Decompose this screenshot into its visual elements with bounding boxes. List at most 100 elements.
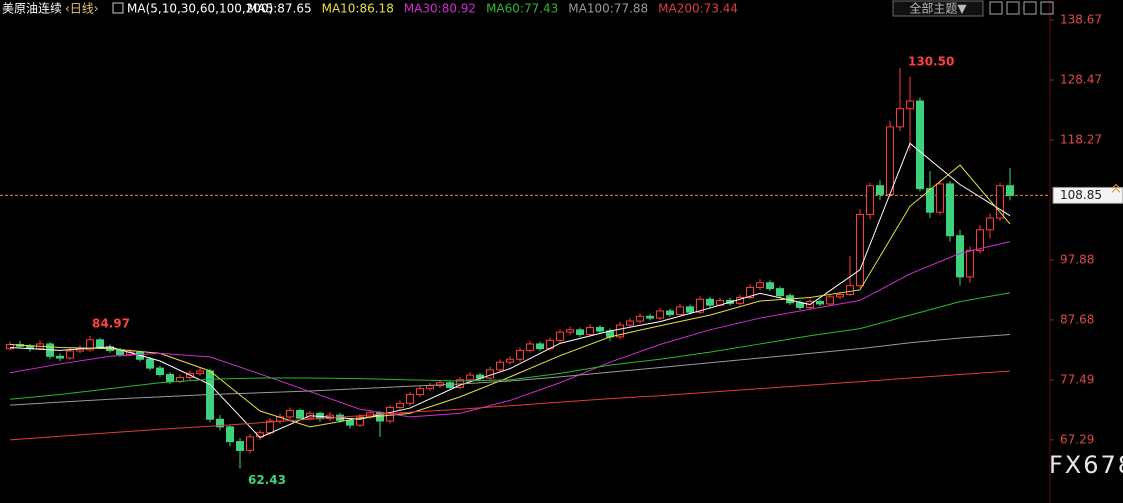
toolbar-icon[interactable] <box>989 1 1003 15</box>
candle-body <box>516 349 524 360</box>
toolbar-icon[interactable] <box>1006 1 1020 15</box>
candle-body <box>866 185 874 216</box>
legend-entry: MA100:77.88 <box>568 2 648 16</box>
candle-body <box>226 426 234 443</box>
candle-body <box>696 298 704 313</box>
candle-body <box>646 315 654 319</box>
candle-body <box>996 185 1004 219</box>
candle-body <box>746 286 754 298</box>
candle-body <box>396 402 404 408</box>
candle-body <box>196 370 204 374</box>
ma-line <box>9 334 1011 406</box>
last-price-label: 108.85 <box>1060 188 1102 202</box>
candle-body <box>596 326 604 332</box>
candle-body <box>706 298 714 306</box>
candle-body <box>346 419 354 426</box>
candle-body <box>856 214 864 287</box>
ma-label: MA(5,10,30,60,100,200) <box>127 2 273 16</box>
candle-body <box>636 315 644 322</box>
candle-body <box>976 229 984 251</box>
price-arrow <box>1111 183 1121 193</box>
y-tick-label: 77.49 <box>1060 372 1094 386</box>
candle-body <box>776 288 784 297</box>
candle-body <box>886 126 894 196</box>
candle-body <box>656 310 664 319</box>
candle-body <box>946 183 954 237</box>
candle-body <box>246 436 254 451</box>
ma-line <box>9 241 1011 418</box>
candle-body <box>286 409 294 418</box>
candle-body <box>566 329 574 333</box>
candle-body <box>236 441 244 451</box>
candle-body <box>926 188 934 213</box>
candle-body <box>846 285 854 296</box>
candle-body <box>146 358 154 369</box>
candle-body <box>816 301 824 305</box>
candle-body <box>116 349 124 356</box>
candle-body <box>666 310 674 316</box>
theme-button-label[interactable]: 全部主题▼ <box>909 1 967 16</box>
candle-body <box>896 108 904 128</box>
ma-line <box>9 292 1011 400</box>
candle-body <box>426 385 434 390</box>
chart-title: 美原油连续 <box>2 1 62 16</box>
candle-body <box>466 374 474 381</box>
y-tick-label: 138.67 <box>1060 13 1102 27</box>
candle-body <box>556 331 564 341</box>
candle-body <box>956 235 964 278</box>
candle-body <box>266 420 274 434</box>
high-label: 130.50 <box>908 55 954 69</box>
last-price-box <box>1052 186 1123 204</box>
candle-body <box>536 343 544 350</box>
candle-body <box>766 282 774 290</box>
legend-entry: MA5:87.65 <box>247 2 312 16</box>
y-tick-label: 97.88 <box>1060 252 1094 266</box>
candle-body <box>876 185 884 196</box>
toolbar-icon[interactable] <box>1023 1 1037 15</box>
y-tick-label: 128.47 <box>1060 73 1102 87</box>
candle-body <box>1006 185 1014 196</box>
candle-body <box>686 306 694 313</box>
candle-body <box>96 339 104 348</box>
period-label[interactable]: ‹日线› <box>65 2 99 16</box>
candle-body <box>526 343 534 351</box>
candle-body <box>986 217 994 231</box>
y-tick-label: 67.29 <box>1060 432 1094 446</box>
candle-body <box>576 329 584 336</box>
candle-body <box>406 394 414 404</box>
candle-body <box>676 306 684 316</box>
candle-body <box>626 320 634 326</box>
candle-body <box>506 358 514 363</box>
toolbar-icon[interactable] <box>1040 1 1054 15</box>
candle-body <box>66 350 74 359</box>
candle-body <box>796 302 804 308</box>
ma-line <box>9 370 1011 441</box>
ma-line <box>9 142 1011 439</box>
legend-entry: MA30:80.92 <box>404 2 476 16</box>
candle-body <box>216 418 224 428</box>
candle-body <box>416 388 424 396</box>
legend-entry: MA10:86.18 <box>322 2 394 16</box>
candle-body <box>86 339 94 351</box>
ma-icon[interactable] <box>112 2 124 14</box>
ma-line <box>9 164 1011 428</box>
watermark: FX678 <box>1049 451 1123 479</box>
candle-body <box>156 367 164 376</box>
legend-entry: MA60:77.43 <box>486 2 558 16</box>
candle-body <box>616 324 624 338</box>
candle-body <box>916 100 924 190</box>
low-label: 62.43 <box>248 473 286 487</box>
legend-entry: MA200:73.44 <box>658 2 738 16</box>
candle-body <box>966 249 974 278</box>
candle-body <box>906 100 914 110</box>
y-tick-label: 87.68 <box>1060 312 1094 326</box>
candle-body <box>836 294 844 298</box>
candle-body <box>56 355 64 359</box>
candle-body <box>356 416 364 426</box>
candle-body <box>496 361 504 371</box>
theme-button[interactable] <box>892 0 984 17</box>
candle-body <box>826 296 834 305</box>
